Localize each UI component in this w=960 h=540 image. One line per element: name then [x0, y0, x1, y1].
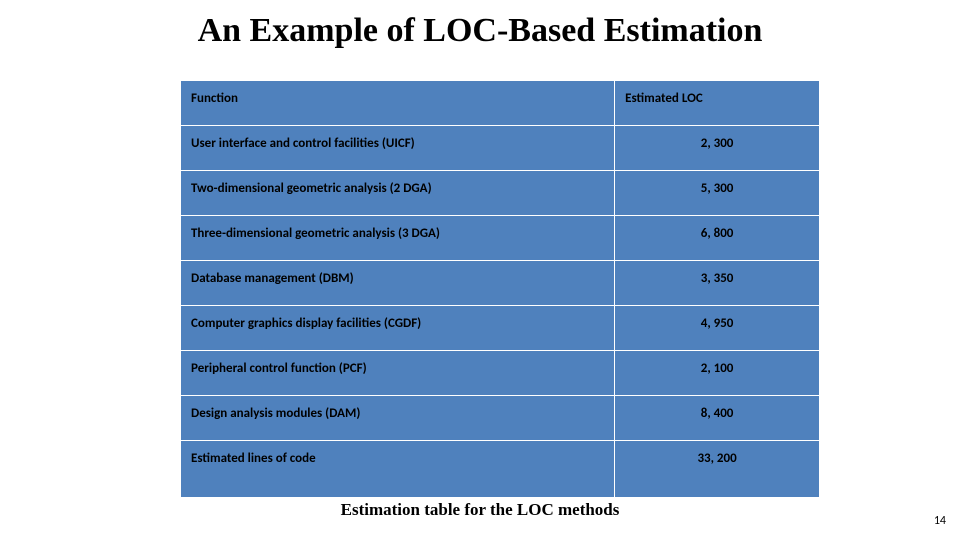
cell-loc: 6, 800: [615, 216, 819, 260]
table-row: Computer graphics display facilities (CG…: [181, 306, 819, 350]
cell-function: Design analysis modules (DAM): [181, 396, 614, 440]
cell-function-total: Estimated lines of code: [181, 441, 614, 497]
cell-loc: 5, 300: [615, 171, 819, 215]
table-row: Database management (DBM) 3, 350: [181, 261, 819, 305]
table-row-total: Estimated lines of code 33, 200: [181, 441, 819, 497]
table-row: User interface and control facilities (U…: [181, 126, 819, 170]
cell-function: Peripheral control function (PCF): [181, 351, 614, 395]
cell-loc: 2, 300: [615, 126, 819, 170]
table-header-function: Function: [181, 81, 614, 125]
cell-function: Two-dimensional geometric analysis (2 DG…: [181, 171, 614, 215]
slide: An Example of LOC-Based Estimation Funct…: [0, 0, 960, 540]
table-header-row: Function Estimated LOC: [181, 81, 819, 125]
page-number: 14: [934, 514, 946, 528]
cell-function: Three-dimensional geometric analysis (3 …: [181, 216, 614, 260]
table-caption: Estimation table for the LOC methods: [0, 500, 960, 520]
cell-loc-total: 33, 200: [615, 441, 819, 497]
cell-loc: 3, 350: [615, 261, 819, 305]
cell-loc: 8, 400: [615, 396, 819, 440]
table-header-loc: Estimated LOC: [615, 81, 819, 125]
cell-function: Computer graphics display facilities (CG…: [181, 306, 614, 350]
cell-function: User interface and control facilities (U…: [181, 126, 614, 170]
loc-table-container: Function Estimated LOC User interface an…: [180, 80, 820, 498]
table-row: Peripheral control function (PCF) 2, 100: [181, 351, 819, 395]
cell-function: Database management (DBM): [181, 261, 614, 305]
table-row: Three-dimensional geometric analysis (3 …: [181, 216, 819, 260]
table-row: Design analysis modules (DAM) 8, 400: [181, 396, 819, 440]
cell-loc: 2, 100: [615, 351, 819, 395]
page-title: An Example of LOC-Based Estimation: [0, 0, 960, 50]
table-row: Two-dimensional geometric analysis (2 DG…: [181, 171, 819, 215]
loc-table: Function Estimated LOC User interface an…: [180, 80, 820, 498]
cell-loc: 4, 950: [615, 306, 819, 350]
